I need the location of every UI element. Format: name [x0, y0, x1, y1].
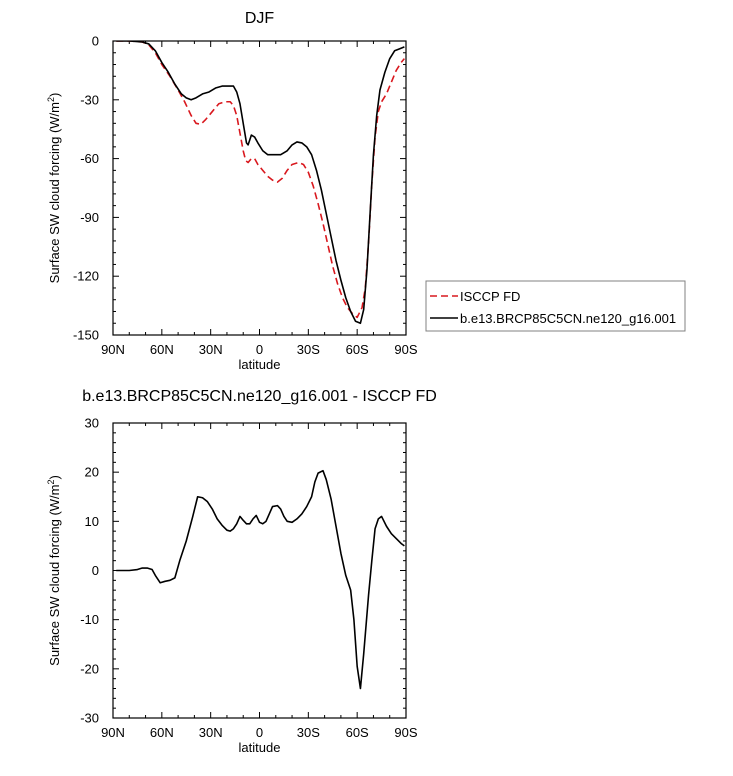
panel1-y-tick-label: -150: [73, 328, 99, 343]
panel1-x-tick-label: 0: [256, 342, 263, 357]
panel2-y-tick-label: -10: [80, 612, 99, 627]
panel2-y-tick-label: 30: [85, 416, 99, 431]
panel2-y-tick-label: -20: [80, 661, 99, 676]
panel1-series-2-line: [116, 41, 405, 325]
panel2-y-axis-label-main: Surface SW cloud forcing (W/m: [47, 485, 62, 666]
panel1-series-1-line: [116, 41, 405, 319]
panel2-series-1-line: [116, 469, 405, 690]
panel2-x-tick-label: 60S: [346, 725, 369, 740]
panel2-x-tick-label: 90N: [101, 725, 125, 740]
panel1-x-tick-label: 90N: [101, 342, 125, 357]
panel1-x-tick-label: 30S: [297, 342, 320, 357]
panel1-x-axis-label: latitude: [239, 357, 281, 372]
panel1-y-tick-label: -30: [80, 92, 99, 107]
panel1-x-tick-label: 90S: [394, 342, 417, 357]
panel2-x-axis-label: latitude: [239, 740, 281, 755]
legend-label-2: b.e13.BRCP85C5CN.ne120_g16.001: [460, 311, 676, 326]
panel2-chart-title: b.e13.BRCP85C5CN.ne120_g16.001 - ISCCP F…: [82, 388, 437, 405]
panel2-y-axis-label: Surface SW cloud forcing (W/m2): [46, 475, 62, 666]
panel2-x-tick-label: 30N: [199, 725, 223, 740]
panel2-y-tick-label: 0: [92, 563, 99, 578]
panel1-y-axis-label-sup: 2: [46, 97, 56, 102]
panel1-x-tick-label: 60N: [150, 342, 174, 357]
panel1-y-axis-label: Surface SW cloud forcing (W/m2): [46, 93, 62, 284]
panel2-x-tick-label: 90S: [394, 725, 417, 740]
panel1-y-tick-label: -90: [80, 210, 99, 225]
panel2-y-axis-label-end: ): [47, 475, 62, 479]
legend-box: [425, 280, 686, 332]
panel2-y-axis-label-sup: 2: [46, 480, 56, 485]
panel1-y-tick-label: -120: [73, 269, 99, 284]
panel1-plot-frame: [112, 40, 407, 336]
panel2-x-tick-label: 0: [256, 725, 263, 740]
panel1-chart-title: DJF: [245, 10, 275, 27]
panel1-x-tick-label: 30N: [199, 342, 223, 357]
panel1-y-tick-label: 0: [92, 34, 99, 49]
panel1-y-tick-label: -60: [80, 151, 99, 166]
legend-label-1: ISCCP FD: [460, 289, 520, 304]
panel2-x-tick-label: 60N: [150, 725, 174, 740]
panel2-y-tick-label: -30: [80, 711, 99, 726]
panel1-x-tick-label: 60S: [346, 342, 369, 357]
panel2-x-tick-label: 30S: [297, 725, 320, 740]
panel2-y-tick-label: 20: [85, 465, 99, 480]
panel1-y-axis-label-end: ): [47, 93, 62, 97]
panel2-y-tick-label: 10: [85, 514, 99, 529]
panel1-y-axis-label-main: Surface SW cloud forcing (W/m: [47, 102, 62, 283]
